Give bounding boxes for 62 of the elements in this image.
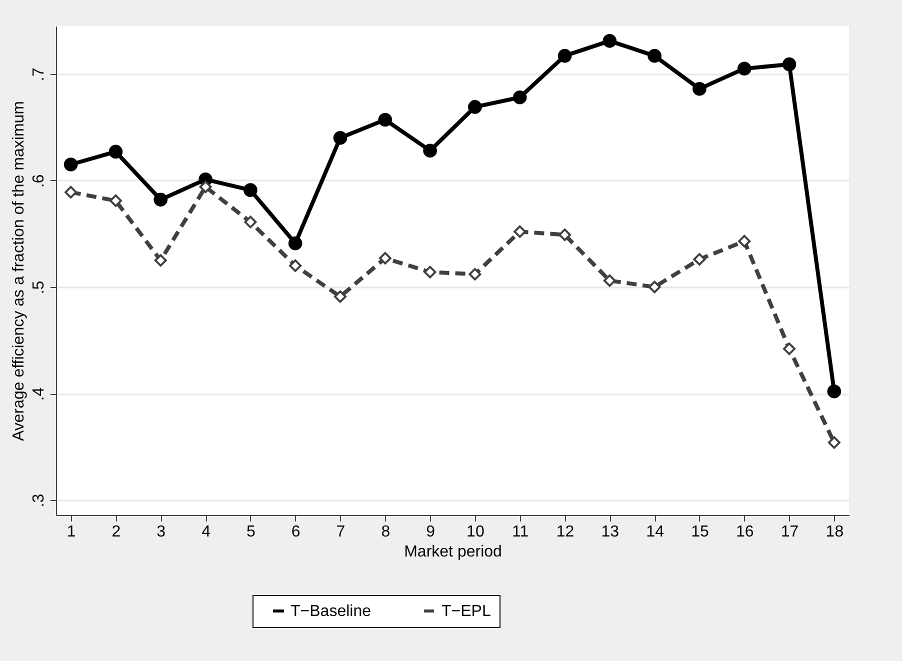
point (648, 280, 661, 294)
legend-label: T−Baseline (290, 603, 372, 620)
point (288, 236, 302, 250)
x-tick-label: 9 (426, 524, 436, 540)
point (244, 183, 258, 197)
point (782, 57, 796, 72)
point (514, 225, 526, 238)
point (109, 194, 122, 207)
x-tick-label: 15 (691, 524, 709, 540)
point (64, 186, 78, 198)
x-tick-label: 11 (512, 524, 529, 540)
point (648, 48, 662, 63)
y-tick-label: .7 (30, 68, 48, 82)
point (737, 62, 752, 76)
point (64, 158, 78, 172)
point (738, 234, 751, 248)
x-tick-label: 16 (736, 524, 754, 540)
x-tick-label: 18 (826, 524, 844, 540)
y-axis-title: Average efficiency as a fraction of the maximum (10, 100, 28, 442)
point (512, 90, 527, 104)
y-tick-label: .3 (30, 494, 48, 508)
x-tick-label: 6 (291, 524, 300, 540)
point (378, 112, 392, 127)
point (244, 216, 257, 228)
point (424, 266, 436, 278)
point (154, 192, 168, 207)
point (468, 100, 482, 114)
point (378, 252, 392, 264)
point (289, 259, 302, 272)
x-tick-label: 12 (556, 524, 574, 540)
point (154, 254, 167, 267)
y-tick-label: .5 (30, 280, 48, 294)
legend-label: T−EPL (442, 603, 491, 620)
x-tick-label: 17 (780, 524, 799, 540)
x-tick-label: 14 (646, 524, 664, 540)
x-tick-label: 7 (336, 524, 346, 540)
x-axis-title: Market period (404, 544, 502, 560)
point (558, 48, 572, 63)
point (333, 130, 348, 145)
point (558, 228, 572, 242)
point (828, 436, 840, 449)
point (108, 144, 123, 159)
x-tick-label: 2 (112, 524, 121, 540)
x-tick-label: 1 (66, 524, 76, 540)
point (827, 384, 842, 398)
point (423, 144, 437, 158)
x-tick-label: 5 (246, 524, 256, 540)
point (602, 34, 617, 48)
x-tick-label: 3 (156, 524, 166, 540)
x-tick-label: 10 (466, 524, 484, 540)
point (199, 180, 212, 194)
point (693, 253, 706, 266)
x-tick-label: 13 (601, 524, 620, 540)
point (334, 290, 346, 303)
x-tick-label: 4 (202, 524, 211, 540)
y-tick-label: .4 (30, 387, 48, 401)
point (603, 274, 616, 287)
point (783, 342, 796, 356)
x-tick-label: 8 (381, 524, 390, 540)
point (468, 268, 482, 280)
point (692, 82, 706, 96)
y-tick-label: .6 (30, 174, 48, 188)
